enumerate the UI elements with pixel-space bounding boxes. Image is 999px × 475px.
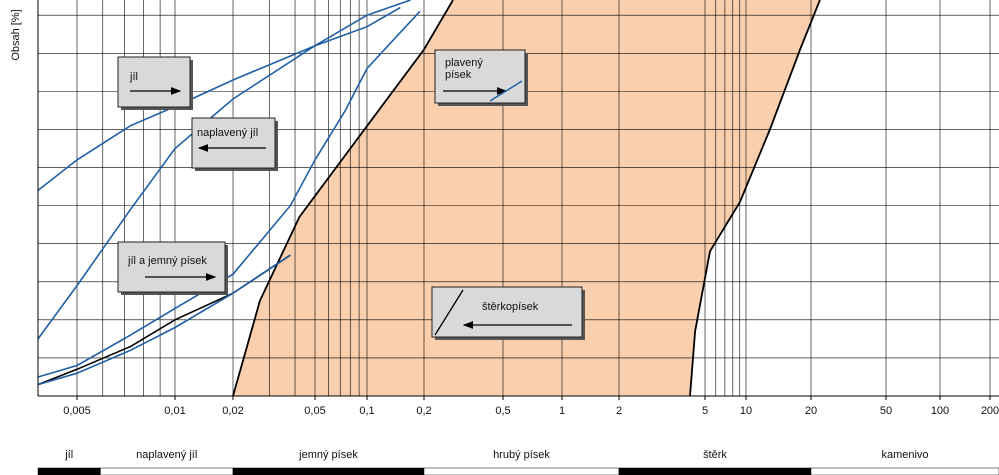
x-tick-label: 10 [740, 405, 752, 417]
fraction-label: jíl [64, 449, 73, 461]
annotation-box: štěrkopísek [431, 286, 585, 340]
x-tick-label: 1 [559, 405, 565, 417]
fraction-label: štěrk [703, 449, 727, 461]
box [117, 241, 226, 293]
x-tick-label: 0,05 [304, 405, 325, 417]
annotation-text: písek [445, 69, 472, 81]
x-tick-label: 2 [616, 405, 622, 417]
fraction-bar [232, 467, 425, 475]
annotation-text: štěrkopísek [482, 301, 539, 313]
x-tick-label: 0,01 [164, 405, 185, 417]
labels: 0,005 0,01 0,02 0,05 0,1 0,2 0,5 1 2 5 10 20 50 100 20… [37, 396, 999, 475]
annotation-box: jíl a jemný písek [117, 241, 228, 295]
x-tick-label: 200 [981, 405, 999, 417]
fraction-bar [810, 467, 999, 475]
icon-line [434, 289, 464, 336]
box [434, 49, 526, 104]
fraction-label: naplavený jíl [136, 449, 197, 461]
x-tick-label: 0,005 [63, 405, 91, 417]
envelope [233, 0, 820, 396]
x-tick-label: 0,02 [222, 405, 243, 417]
fraction-label: hrubý písek [493, 449, 550, 461]
fraction-bar [100, 467, 234, 475]
y-axis-label: Obsah [%] [10, 9, 22, 60]
annotation-text: jíl a jemný písek [127, 255, 207, 267]
annotation-box: plavený písek [434, 49, 528, 106]
envelope-area [233, 0, 820, 396]
x-tick-label: 5 [702, 405, 708, 417]
annotation-text: plavený [445, 57, 483, 69]
x-tick-label: 0,1 [359, 405, 374, 417]
line [37, 6, 401, 192]
x-tick-label: 50 [880, 405, 892, 417]
x-tick-label: 100 [931, 405, 949, 417]
box [431, 286, 583, 338]
envelope-edge [689, 0, 821, 397]
annotation-box: jíl [117, 56, 193, 110]
box [117, 56, 191, 108]
x-tick-label: 20 [805, 405, 817, 417]
annotation-box: naplavený jíl [191, 117, 278, 171]
line [37, 10, 421, 378]
fraction-bar [423, 467, 620, 475]
box [191, 117, 276, 169]
x-tick-label: 0,2 [416, 405, 431, 417]
fraction-label: jemný písek [298, 449, 358, 461]
fraction-bar [618, 467, 812, 475]
icon-line [489, 80, 523, 102]
annotation-text: jíl [129, 71, 138, 83]
line [37, 254, 291, 386]
x-tick-label: 0,5 [495, 405, 510, 417]
annotation-text: naplavený jíl [197, 127, 258, 139]
fraction-label: kamenivo [881, 449, 928, 461]
fraction-bar [37, 467, 101, 475]
grid [38, 0, 999, 397]
envelope-edge [232, 0, 454, 397]
